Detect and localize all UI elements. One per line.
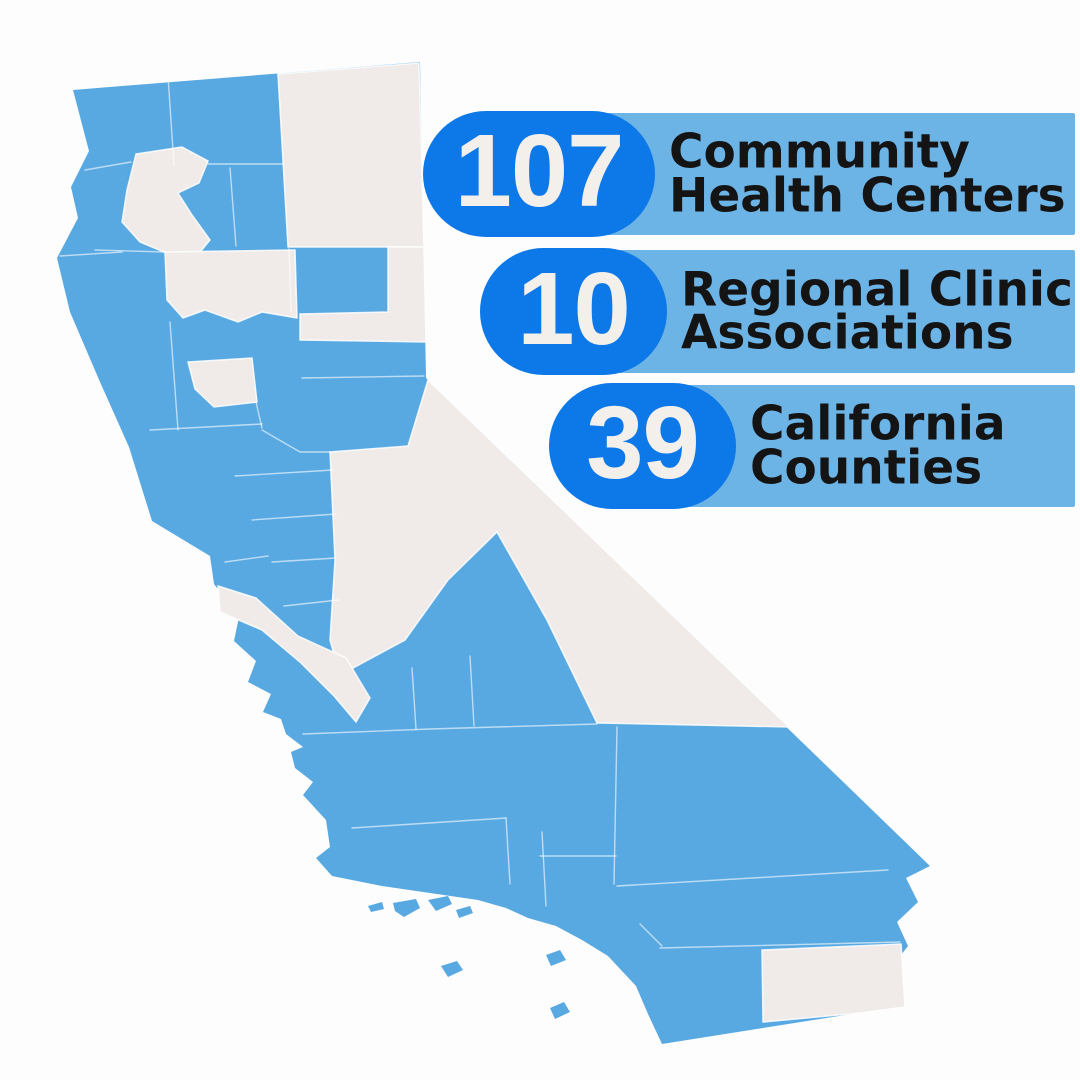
muted-region-valley-north	[164, 249, 298, 323]
stat-label: Regional Clinic Associations	[681, 261, 1073, 361]
stat-label-line2: Counties	[750, 440, 983, 495]
stat-badge-community-health-centers: 107 Community Health Centers	[423, 111, 1075, 237]
stat-label: Community Health Centers	[669, 124, 1066, 223]
muted-region-sutter	[187, 357, 258, 408]
muted-region-trinity	[121, 146, 211, 258]
stat-badge-regional-clinic-associations: 10 Regional Clinic Associations	[480, 248, 1075, 375]
muted-region-sierra-strip	[299, 246, 427, 343]
muted-region-bay-peninsula	[217, 584, 371, 724]
county-border-lines	[59, 75, 901, 949]
stat-label: California Counties	[750, 396, 1006, 495]
stat-value: 39	[586, 385, 700, 500]
stat-value-pill: 39	[549, 383, 736, 509]
stat-label-line1: Regional Clinic	[681, 261, 1073, 317]
muted-region-imperial	[761, 943, 906, 1023]
channel-islands	[368, 896, 570, 1019]
muted-region-northeast	[277, 62, 425, 248]
stat-label-line2: Associations	[681, 305, 1014, 361]
stat-value-pill: 10	[480, 248, 667, 375]
stat-value: 107	[454, 113, 625, 228]
stat-label-line1: Community	[669, 124, 970, 180]
stat-badge-california-counties: 39 California Counties	[549, 383, 1075, 509]
stat-value: 10	[517, 250, 631, 366]
stat-label-line1: California	[750, 396, 1006, 452]
stat-value-pill: 107	[423, 111, 655, 237]
muted-county-regions	[121, 62, 926, 1023]
stat-label-line2: Health Centers	[669, 168, 1066, 223]
